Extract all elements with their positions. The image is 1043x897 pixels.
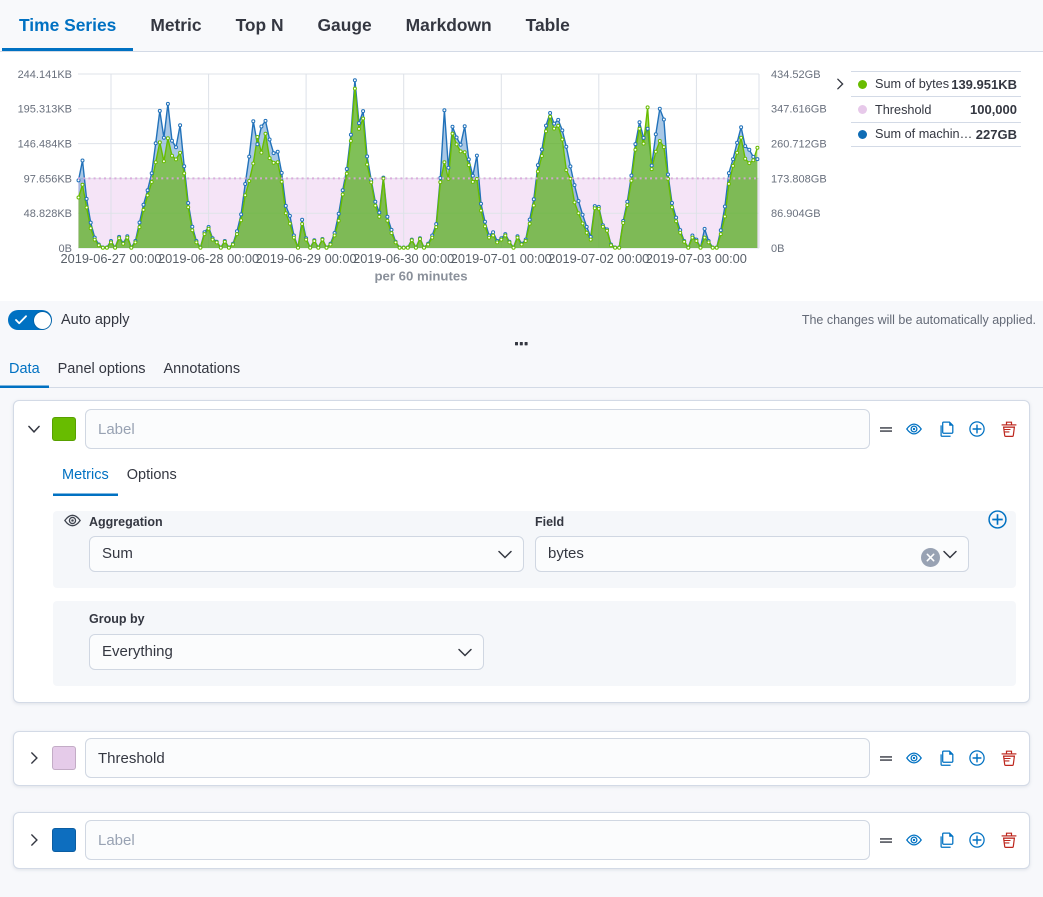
svg-text:173.808GB: 173.808GB — [771, 173, 827, 185]
svg-text:0B: 0B — [771, 243, 784, 255]
svg-text:2019-06-29 00:00: 2019-06-29 00:00 — [256, 251, 357, 266]
svg-text:2019-06-27 00:00: 2019-06-27 00:00 — [60, 251, 161, 266]
svg-text:2019-07-02 00:00: 2019-07-02 00:00 — [548, 251, 649, 266]
svg-text:244.141KB: 244.141KB — [18, 69, 72, 81]
svg-text:0B: 0B — [59, 243, 72, 255]
svg-text:260.712GB: 260.712GB — [771, 139, 827, 151]
svg-text:195.313KB: 195.313KB — [18, 104, 72, 116]
svg-text:86.904GB: 86.904GB — [771, 208, 821, 220]
svg-text:97.656KB: 97.656KB — [24, 173, 72, 185]
svg-text:2019-07-01 00:00: 2019-07-01 00:00 — [451, 251, 552, 266]
svg-text:2019-06-30 00:00: 2019-06-30 00:00 — [353, 251, 454, 266]
svg-text:146.484KB: 146.484KB — [18, 139, 72, 151]
svg-text:434.52GB: 434.52GB — [771, 69, 821, 81]
svg-text:347.616GB: 347.616GB — [771, 104, 827, 116]
svg-text:per 60 minutes: per 60 minutes — [374, 269, 467, 284]
svg-text:48.828KB: 48.828KB — [24, 208, 72, 220]
svg-text:2019-06-28 00:00: 2019-06-28 00:00 — [158, 251, 259, 266]
svg-text:2019-07-03 00:00: 2019-07-03 00:00 — [646, 251, 747, 266]
